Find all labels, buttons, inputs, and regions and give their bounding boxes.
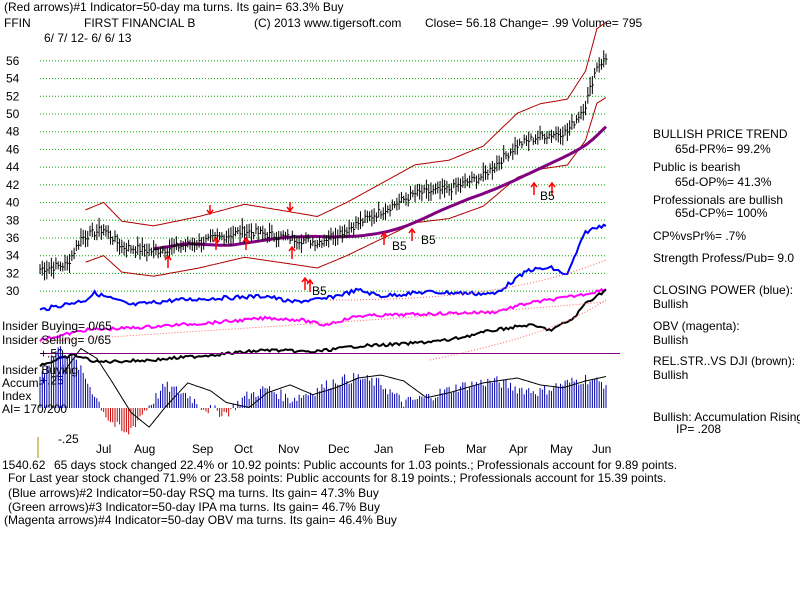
y-tick-label: 32: [6, 266, 20, 280]
x-tick-label: Jan: [374, 442, 393, 456]
pr-value: 65d-PR%= 99.2%: [675, 142, 771, 156]
footer-line-2: For Last year stock changed 71.9% or 23.…: [8, 471, 666, 485]
x-tick-label: Apr: [509, 442, 528, 456]
ai-label: AI= 170/200: [2, 402, 67, 416]
trend-title: BULLISH PRICE TREND: [653, 127, 788, 141]
sell-arrow: [286, 202, 294, 213]
closing-power-title: CLOSING POWER (blue):: [653, 283, 793, 297]
b5-label: B5: [312, 284, 327, 298]
footer-line-4: (Green arrows)#3 Indicator=50-day IPA ma…: [8, 500, 380, 514]
buy-arrow: [380, 231, 388, 245]
quote: Close= 56.18 Change= .99 Volume= 795: [425, 16, 642, 30]
buy-arrow: [306, 278, 314, 292]
buy-arrow: [408, 227, 416, 241]
x-tick-label: May: [550, 442, 573, 456]
buy-arrow: [164, 254, 172, 268]
x-tick-label: Jul: [96, 442, 111, 456]
y-tick-label: 34: [6, 249, 20, 263]
y-tick-label: 54: [6, 72, 20, 86]
accum-title: Bullish: Accumulation Rising: [653, 410, 800, 424]
accum-tick-label: -.25: [58, 432, 79, 446]
company-name: FIRST FINANCIAL B: [84, 16, 195, 30]
b5-label: B5: [392, 239, 407, 253]
op-value: 65d-OP%= 41.3%: [675, 175, 772, 189]
y-tick-label: 36: [6, 231, 20, 245]
y-tick-label: 40: [6, 196, 20, 210]
x-axis: Jul Aug Sep Oct Nov Dec Jan Feb Mar Apr May Jun: [37, 437, 611, 458]
left-panel: Insider Buying= 0/65 Insider Selling= 0/…: [2, 319, 112, 416]
insider-buying-label: Insider Buying: [2, 363, 78, 377]
y-tick-label: 48: [6, 125, 20, 139]
right-panel: BULLISH PRICE TREND 65d-PR%= 99.2% Publi…: [653, 127, 800, 436]
professionals-status: Professionals are bullish: [653, 193, 783, 207]
y-tick-label: 56: [6, 54, 20, 68]
footer-tag: 1540.62: [2, 458, 46, 472]
ip-value: IP= .208: [676, 422, 721, 436]
relstr-title: REL.STR..VS DJI (brown):: [653, 354, 795, 368]
relstr-line: [39, 288, 607, 367]
closing-power-line: [39, 223, 607, 312]
y-tick-label: 50: [6, 107, 20, 121]
x-tick-label: Feb: [424, 442, 445, 456]
buy-arrow: [242, 236, 250, 250]
insider-buying: Insider Buying= 0/65: [2, 319, 112, 333]
b5-label: B5: [540, 189, 555, 203]
cp-value: 65d-CP%= 100%: [675, 206, 768, 220]
x-tick-label: Aug: [134, 442, 155, 456]
buy-arrow: [530, 181, 538, 195]
x-tick-label: Nov: [278, 442, 299, 456]
buy-arrow: [548, 181, 556, 195]
obv-line: [39, 288, 607, 342]
b5-label: B5: [421, 233, 436, 247]
sell-arrow: [206, 205, 214, 216]
insider-selling: Insider Selling= 0/65: [2, 333, 111, 347]
buy-arrow: [301, 276, 309, 290]
y-tick-label: 44: [6, 160, 20, 174]
x-tick-label: Jun: [592, 442, 611, 456]
x-tick-label: Oct: [234, 442, 253, 456]
public-status: Public is bearish: [653, 160, 740, 174]
buy-arrow: [212, 236, 220, 250]
ma-line: [153, 125, 608, 251]
x-tick-label: Mar: [466, 442, 487, 456]
relstr-value: Bullish: [653, 368, 688, 382]
ticker: FFIN: [4, 16, 31, 30]
footer-line-1: 65 days stock changed 22.4% or 10.92 poi…: [54, 458, 677, 472]
footer-line-3: (Blue arrows)#2 Indicator=50-day RSQ ma …: [8, 486, 379, 500]
copyright: (C) 2013 www.tigersoft.com: [254, 16, 401, 30]
obv-value: Bullish: [653, 333, 688, 347]
buy-arrow: [288, 245, 296, 259]
obv-trend: [39, 301, 607, 343]
date-range: 6/ 7/ 12- 6/ 6/ 13: [44, 31, 132, 45]
lower-band: [85, 97, 607, 277]
y-tick-label: 52: [6, 89, 20, 103]
y-tick-label: 30: [6, 284, 20, 298]
footer: 1540.62 65 days stock changed 22.4% or 1…: [2, 458, 677, 527]
indicator-line-red: (Red arrows)#1 Indicator=50-day ma turns…: [4, 0, 344, 14]
accum-ma-line: [62, 347, 607, 428]
y-tick-label: 46: [6, 142, 20, 156]
y-axis: 30 32 34 36 38 40 42 44 46 48 50 52 54 56: [6, 54, 20, 298]
x-tick-label: Dec: [328, 442, 349, 456]
closing-power-value: Bullish: [653, 297, 688, 311]
x-tick-label: Sep: [192, 442, 214, 456]
y-tick-label: 38: [6, 213, 20, 227]
footer-line-5: (Magenta arrows)#4 Indicator=50-day OBV …: [4, 513, 397, 527]
upper-band: [85, 21, 607, 227]
y-tick-label: 42: [6, 178, 20, 192]
strength-ratio: Strength Profess/Pub= 9.0: [653, 251, 794, 265]
index-label: Index: [2, 389, 31, 403]
cp-vs-pr: CP%vsPr%= .7%: [653, 229, 746, 243]
accum-label: Accum-: [2, 376, 43, 390]
obv-title: OBV (magenta):: [653, 319, 740, 333]
